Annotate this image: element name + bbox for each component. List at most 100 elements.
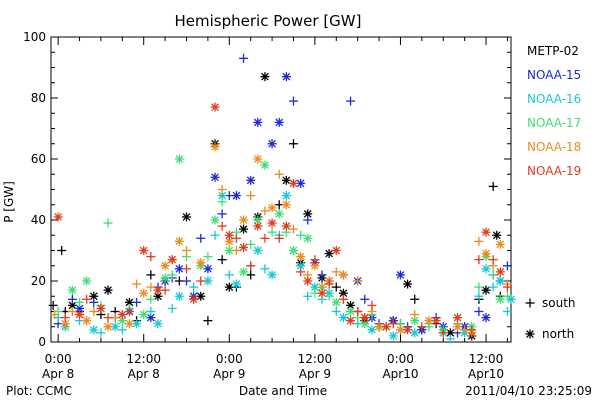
y-axis-ticks: 0 20 40 60 80 100: [23, 30, 511, 349]
data-point-noaa-18-star: [481, 249, 491, 259]
data-point-metp-02-plus: [410, 294, 420, 304]
y-tick-label: 40: [31, 213, 46, 227]
y-tick-label: 0: [38, 335, 46, 349]
footer-plot-credit: Plot: CCMC: [6, 384, 72, 398]
data-point-noaa-19-plus: [260, 233, 270, 243]
data-point-noaa-16-star: [89, 325, 99, 335]
footer-timestamp: 2011/04/10 23:25:09: [465, 384, 592, 398]
data-point-metp-02-star: [239, 224, 249, 234]
data-point-noaa-16-star: [174, 291, 184, 301]
data-point-noaa-15-plus: [303, 215, 313, 225]
data-point-noaa-18-star: [224, 236, 234, 246]
series-metp-02: [48, 72, 505, 341]
data-point-noaa-18-plus: [146, 282, 156, 292]
data-point-noaa-18-star: [103, 322, 113, 332]
data-point-noaa-18-plus: [288, 224, 298, 234]
data-point-noaa-15-star: [231, 191, 241, 201]
series-noaa-17: [53, 154, 512, 335]
data-point-noaa-17-star: [117, 316, 127, 326]
data-point-metp-02-star: [103, 285, 113, 295]
data-point-noaa-19-plus: [60, 313, 70, 323]
data-point-noaa-16-star: [267, 270, 277, 280]
data-point-noaa-18-plus: [182, 246, 192, 255]
series-noaa-19: [53, 102, 512, 338]
data-point-metp-02-plus: [146, 270, 156, 280]
data-point-noaa-16-star: [132, 319, 142, 329]
data-point-noaa-19-star: [346, 316, 356, 326]
data-point-noaa-15-plus: [317, 270, 327, 280]
data-point-noaa-16-plus: [303, 291, 313, 301]
data-point-metp-02-star: [182, 212, 192, 222]
data-point-noaa-15-plus: [89, 297, 99, 307]
chart-title: Hemispheric Power [GW]: [175, 12, 362, 30]
data-point-metp-02-star: [281, 175, 291, 185]
data-point-noaa-18-star: [124, 319, 134, 329]
data-point-metp-02-star: [196, 291, 206, 301]
data-point-noaa-19-star: [403, 325, 413, 335]
data-point-noaa-16-star: [203, 276, 213, 286]
data-point-noaa-15-plus: [132, 297, 142, 307]
legend-entry-noaa-19: NOAA-19: [527, 164, 581, 178]
data-point-noaa-18-star: [160, 261, 170, 271]
data-point-noaa-17-star: [274, 209, 284, 219]
data-point-noaa-19-star: [167, 255, 177, 265]
data-point-noaa-19-plus: [182, 264, 192, 274]
data-point-noaa-19-star: [281, 221, 291, 231]
data-point-noaa-16-plus: [502, 307, 512, 316]
data-point-noaa-17-star: [303, 233, 313, 243]
data-point-noaa-16-plus: [167, 303, 177, 313]
data-point-noaa-16-star: [388, 331, 398, 341]
legend-entry-noaa-16: NOAA-16: [527, 92, 581, 106]
data-point-noaa-17-plus: [267, 227, 277, 237]
data-point-noaa-19-star: [53, 212, 63, 222]
data-point-noaa-19-plus: [467, 325, 477, 335]
data-point-noaa-16-plus: [210, 230, 220, 240]
data-point-noaa-18-star: [239, 215, 249, 225]
data-point-noaa-19-star: [117, 310, 127, 320]
data-point-noaa-19-star: [495, 267, 505, 277]
data-point-metp-02-star: [338, 288, 348, 298]
data-point-noaa-17-plus: [246, 239, 256, 249]
data-point-noaa-19-star: [481, 227, 491, 237]
data-point-noaa-15-plus: [502, 261, 512, 271]
data-point-noaa-19-star: [288, 178, 298, 188]
data-point-noaa-19-plus: [310, 255, 320, 265]
data-point-noaa-18-plus: [410, 310, 420, 320]
data-point-noaa-18-star: [139, 288, 149, 298]
y-tick-label: 80: [31, 91, 46, 105]
data-point-noaa-16-plus: [260, 264, 270, 274]
data-point-noaa-19-plus: [146, 252, 156, 262]
data-point-metp-02-star: [492, 230, 502, 240]
data-point-noaa-15-plus: [196, 233, 206, 243]
data-point-metp-02-plus: [288, 139, 298, 149]
data-point-noaa-16-star: [253, 246, 263, 255]
data-point-noaa-16-star: [296, 261, 306, 271]
data-point-noaa-15-plus: [67, 294, 77, 304]
data-point-noaa-19-star: [96, 303, 106, 313]
legend-plus-icon: [525, 298, 535, 308]
data-point-noaa-16-plus: [146, 307, 156, 316]
data-point-noaa-17-plus: [296, 230, 306, 240]
data-point-noaa-19-plus: [388, 319, 398, 329]
data-point-noaa-18-star: [453, 322, 463, 332]
data-point-noaa-18-star: [210, 142, 220, 152]
data-point-noaa-19-star: [75, 310, 85, 320]
data-point-noaa-19-star: [303, 276, 313, 286]
data-point-noaa-17-plus: [324, 291, 334, 301]
data-point-noaa-16-star: [281, 191, 291, 201]
data-point-noaa-15-plus: [239, 53, 249, 63]
data-point-noaa-18-plus: [89, 307, 99, 316]
data-point-noaa-15-star: [210, 172, 220, 182]
data-point-noaa-19-plus: [274, 233, 284, 243]
data-point-noaa-15-star: [246, 175, 256, 185]
plot-frame-rect: [50, 36, 512, 343]
marker-legend: south north: [525, 296, 576, 341]
legend-entry-metp-02: METP-02: [527, 44, 579, 58]
x-tick-date-label: Apr 9: [213, 367, 245, 381]
data-point-noaa-19-plus: [438, 328, 448, 338]
data-point-noaa-16-plus: [96, 328, 106, 338]
data-point-noaa-15-star: [203, 264, 213, 274]
data-point-noaa-18-star: [310, 261, 320, 271]
data-point-noaa-18-star: [196, 258, 206, 268]
data-point-noaa-15-star: [274, 117, 284, 127]
